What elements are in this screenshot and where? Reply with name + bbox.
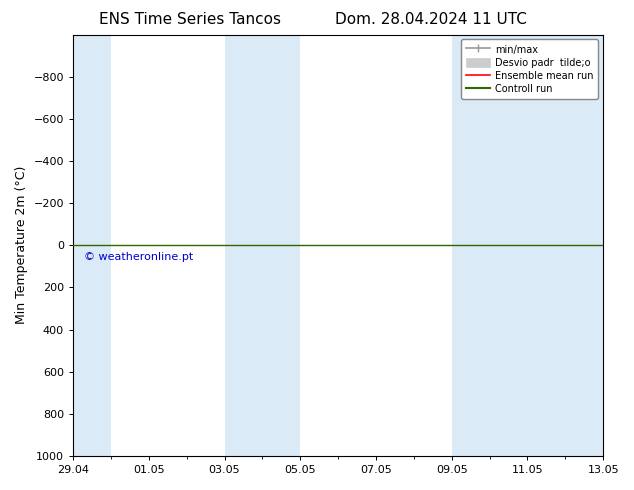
Bar — [224, 35, 301, 456]
Text: Dom. 28.04.2024 11 UTC: Dom. 28.04.2024 11 UTC — [335, 12, 527, 27]
Bar — [452, 35, 603, 456]
Y-axis label: Min Temperature 2m (°C): Min Temperature 2m (°C) — [15, 166, 28, 324]
Text: © weatheronline.pt: © weatheronline.pt — [84, 251, 194, 262]
Text: ENS Time Series Tancos: ENS Time Series Tancos — [99, 12, 281, 27]
Legend: min/max, Desvio padr  tilde;o, Ensemble mean run, Controll run: min/max, Desvio padr tilde;o, Ensemble m… — [461, 40, 598, 99]
Bar — [73, 35, 111, 456]
